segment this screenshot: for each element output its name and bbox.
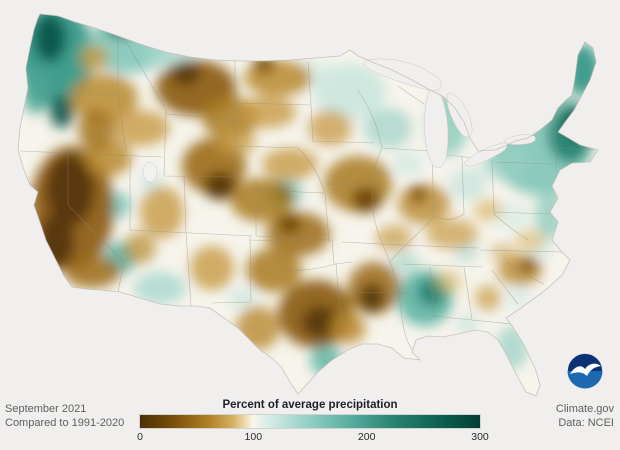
map-period: September 2021 — [5, 403, 87, 415]
state-borders — [19, 34, 595, 357]
great-salt-lake — [142, 161, 158, 183]
legend: Percent of average precipitation 0 100 2… — [137, 399, 489, 445]
legend-tick-0: 0 — [137, 431, 143, 443]
legend-title: Percent of average precipitation — [222, 399, 398, 411]
legend-colorbar — [139, 414, 481, 429]
credit-site: Climate.gov — [555, 403, 614, 415]
credit-data-source: Data: NCEI — [558, 417, 614, 430]
us-precipitation-map — [17, 13, 603, 397]
legend-ticks: 0 100 200 300 — [137, 431, 489, 445]
noaa-gull-icon — [570, 363, 601, 376]
credits: Climate.gov Data: NCEI — [556, 402, 614, 431]
noaa-logo — [567, 353, 603, 389]
us-map-outline — [17, 13, 599, 397]
legend-tick-300: 300 — [471, 431, 489, 443]
legend-tick-100: 100 — [244, 431, 263, 443]
legend-tick-200: 200 — [357, 431, 376, 443]
map-baseline: Compared to 1991-2020 — [5, 417, 125, 430]
map-caption: September 2021 Compared to 1991-2020 — [5, 402, 124, 431]
